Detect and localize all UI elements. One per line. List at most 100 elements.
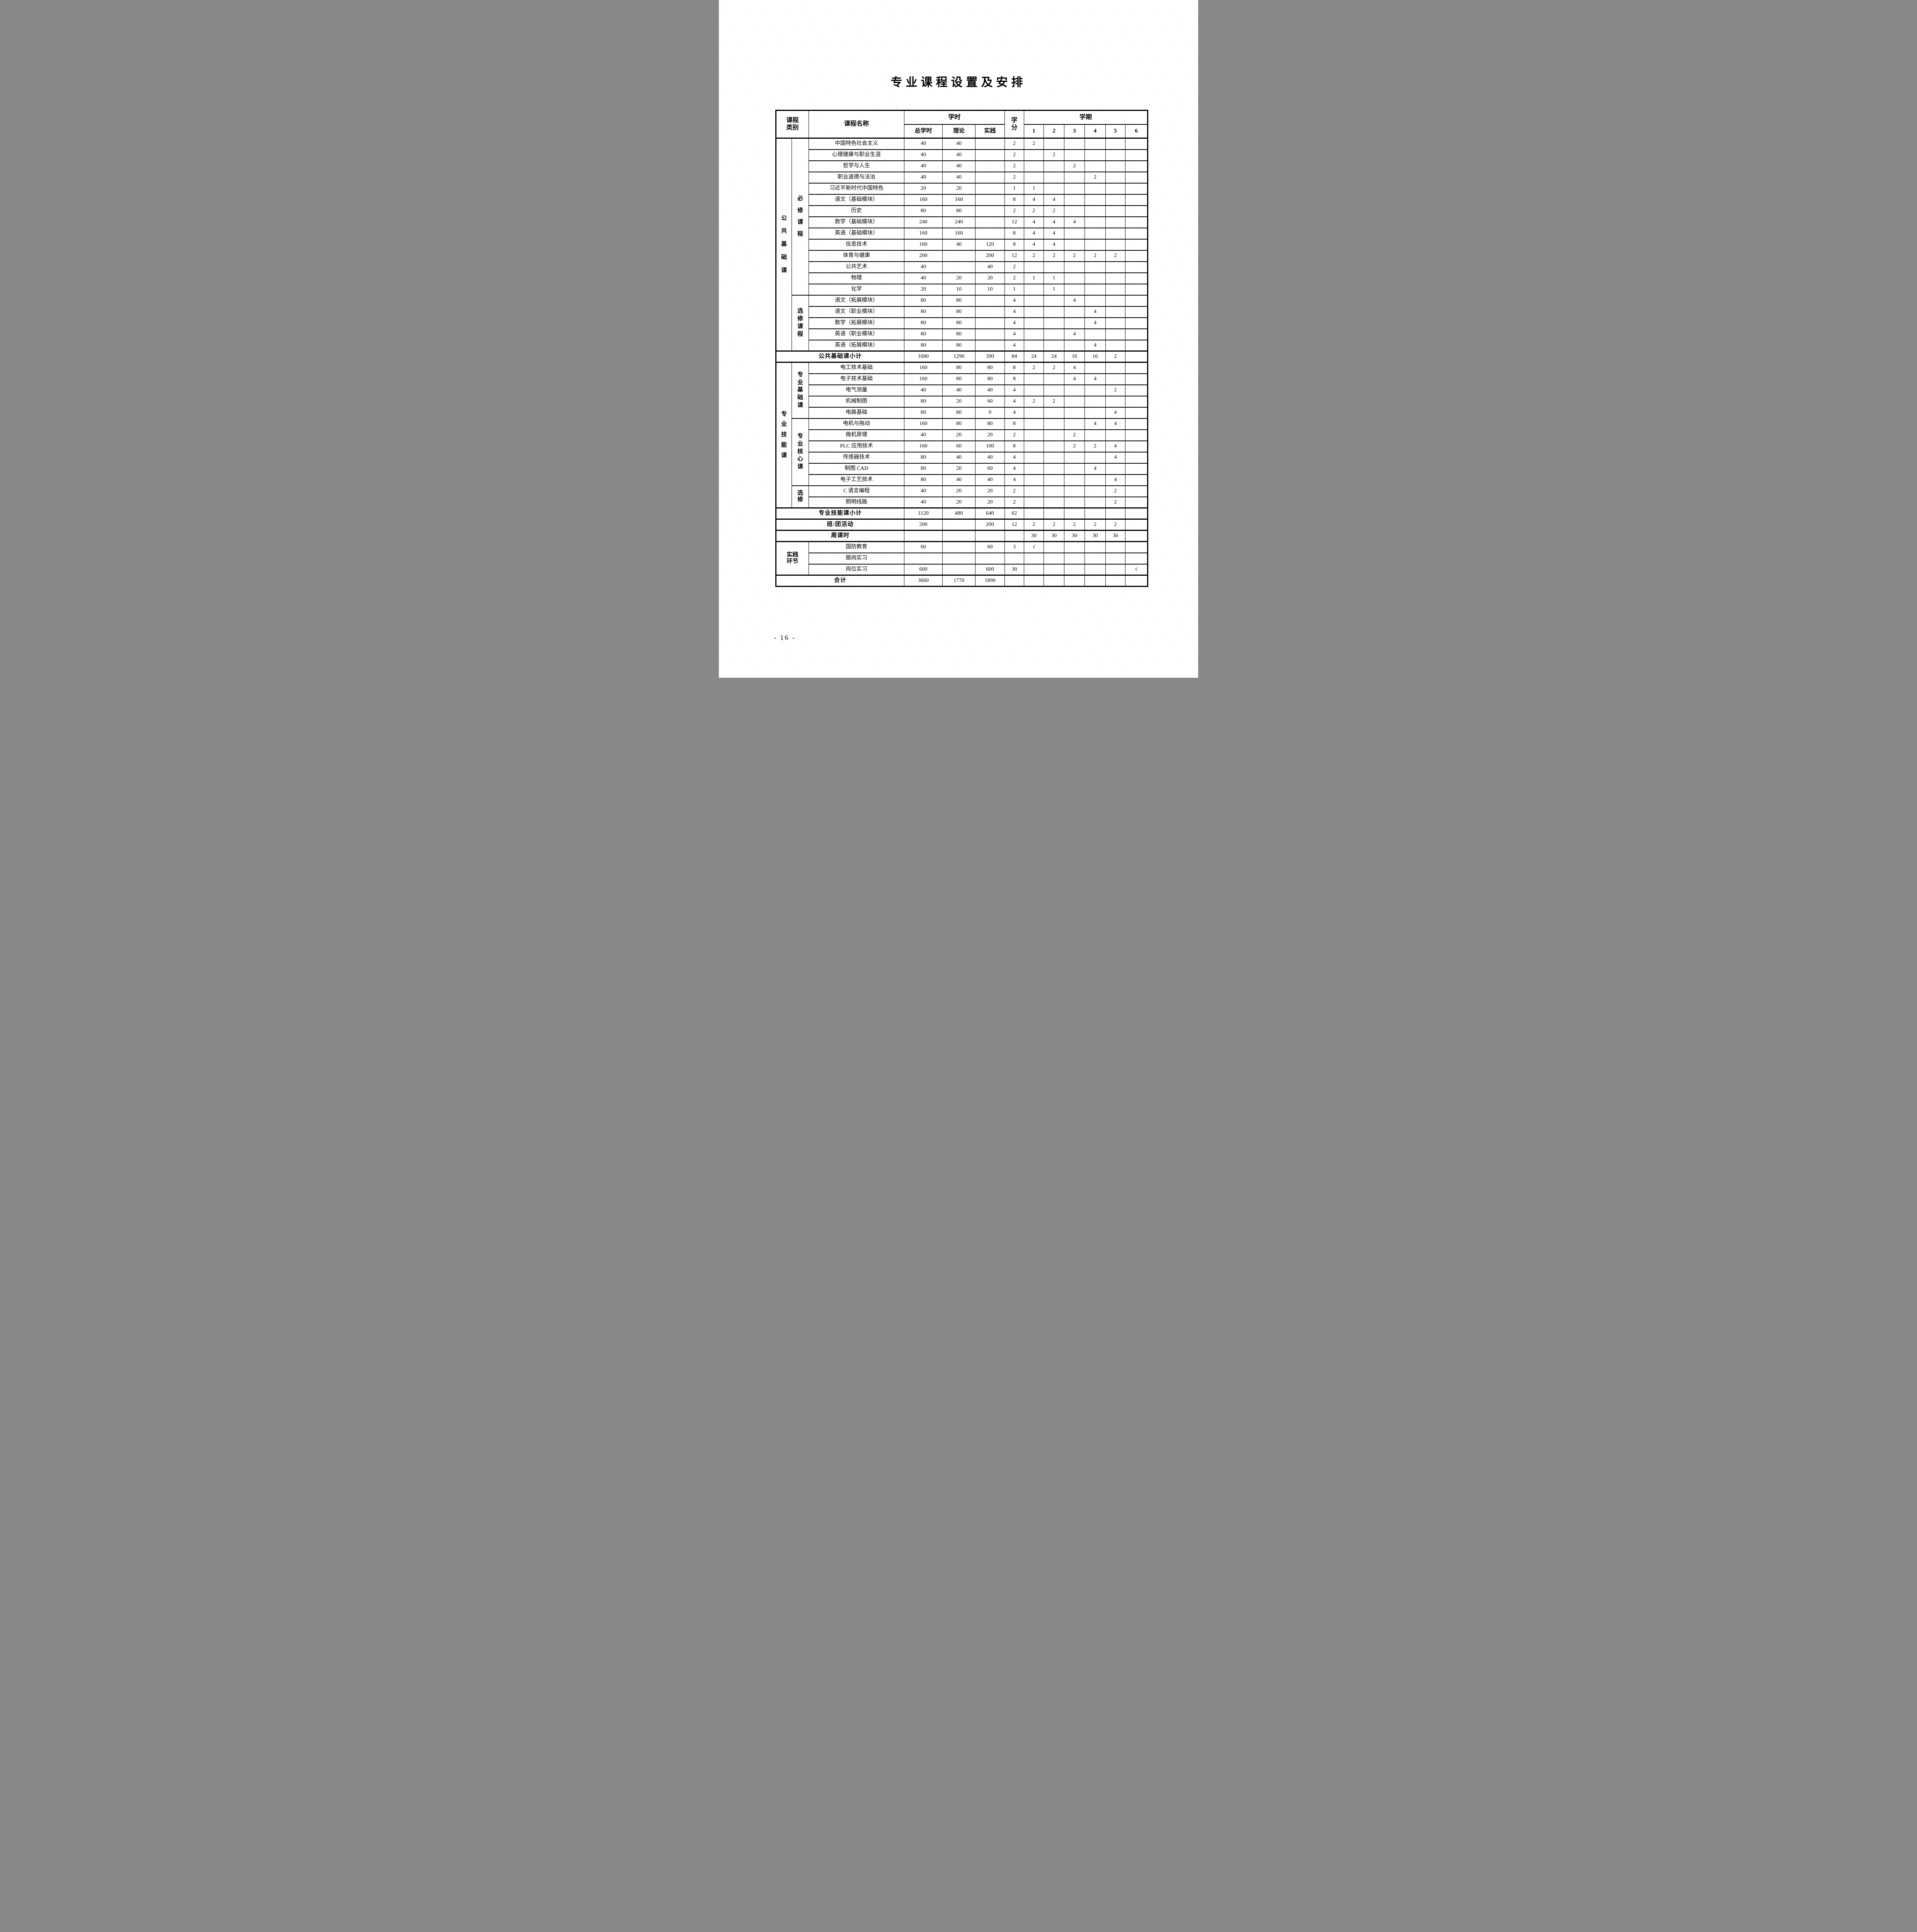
- semester-1-cell: 4: [1024, 194, 1044, 206]
- theory-hours-cell: [942, 530, 976, 542]
- table-row: 公共艺术 40 40 2: [776, 261, 1148, 273]
- semester-4-cell: [1084, 272, 1106, 284]
- semester-4-cell: [1084, 384, 1106, 396]
- course-name-cell: 信息技术: [809, 238, 905, 251]
- theory-hours-cell: 160: [942, 227, 976, 240]
- table-row: 班/团活动 200 200 12 2 2 2 2 2: [775, 519, 1148, 531]
- semester-6-cell: [1125, 485, 1148, 497]
- total-hours-cell: 80: [904, 463, 943, 475]
- table-row: 公共基础课必修课程中国特色社会主义 40 40 2 2: [776, 138, 1148, 352]
- practice-hours-cell: [975, 160, 1005, 172]
- semester-4-cell: [1084, 238, 1106, 251]
- semester-1-cell: [1024, 496, 1044, 509]
- practice-hours-cell: 390: [975, 350, 1005, 363]
- semester-6-cell: [1125, 362, 1148, 374]
- semester-3-cell: 2: [1064, 440, 1085, 452]
- group-elective-skill-courses-label: 选修: [797, 490, 804, 503]
- semester-4-cell: [1084, 149, 1106, 161]
- semester-1-cell: √: [1024, 541, 1044, 553]
- semester-6-cell: [1125, 317, 1148, 329]
- course-name-cell: 传感器技术: [809, 451, 905, 464]
- semester-2-cell: [1044, 418, 1065, 430]
- course-name-cell: 制图 CAD: [809, 463, 905, 475]
- semester-3-cell: [1064, 395, 1085, 408]
- total-hours-cell: 80: [904, 395, 943, 408]
- semester-1-cell: [1024, 463, 1044, 475]
- semester-6-cell: [1125, 575, 1148, 587]
- semester-6-cell: [1125, 339, 1148, 352]
- semester-6-cell: [1125, 205, 1148, 217]
- semester-6-cell: [1125, 138, 1148, 150]
- semester-6-cell: [1125, 519, 1148, 531]
- semester-2-cell: [1044, 160, 1065, 172]
- table-row: 传感器技术 80 40 40 4 4: [776, 451, 1148, 464]
- semester-5-cell: 2: [1105, 496, 1126, 509]
- semester-4-cell: [1084, 160, 1106, 172]
- credit-cell: 2: [1004, 138, 1025, 150]
- semester-2-cell: [1044, 463, 1065, 475]
- credit-cell: 4: [1004, 451, 1025, 464]
- semester-6-cell: [1125, 149, 1148, 161]
- total-hours-cell: 80: [904, 205, 943, 217]
- semester-3-cell: [1064, 552, 1085, 565]
- table-row: 历史 80 80 2 2 2: [776, 205, 1148, 217]
- practice-hours-cell: 60: [975, 395, 1005, 408]
- semester-2-cell: 1: [1044, 272, 1065, 284]
- semester-3-cell: 4: [1064, 328, 1085, 340]
- semester-1-cell: 4: [1024, 227, 1044, 240]
- table-row: 英语（基础模块） 160 160 8 4 4: [776, 227, 1148, 240]
- theory-hours-cell: [942, 563, 976, 576]
- total-hours-cell: 160: [904, 440, 943, 452]
- summary-label-cell: 公共基础课小计: [775, 350, 905, 363]
- header-semester-2: 2: [1044, 124, 1065, 139]
- theory-hours-cell: [942, 519, 976, 531]
- course-name-cell: 电子技术基础: [809, 373, 905, 385]
- semester-5-cell: 4: [1105, 418, 1126, 430]
- semester-1-cell: [1024, 474, 1044, 486]
- semester-1-cell: 30: [1024, 530, 1044, 542]
- total-hours-cell: 240: [904, 216, 943, 228]
- practice-hours-cell: [975, 216, 1005, 228]
- total-hours-cell: 20: [904, 283, 943, 296]
- semester-5-cell: [1105, 362, 1126, 374]
- semester-6-cell: [1125, 373, 1148, 385]
- practice-hours-cell: 200: [975, 519, 1005, 531]
- semester-5-cell: [1105, 194, 1126, 206]
- semester-6-cell: [1125, 440, 1148, 452]
- course-name-cell: 心理健康与职业生涯: [809, 149, 905, 161]
- semester-6-cell: [1125, 238, 1148, 251]
- semester-6-cell: [1125, 463, 1148, 475]
- semester-1-cell: [1024, 406, 1044, 419]
- semester-2-cell: 2: [1044, 149, 1065, 161]
- group-elective-courses-label: 选修课程: [797, 308, 804, 337]
- theory-hours-cell: 40: [942, 171, 976, 184]
- total-hours-cell: 160: [904, 194, 943, 206]
- table-row: 实践 环节 国防教育 60 60 3 √: [775, 541, 1148, 576]
- semester-5-cell: [1105, 261, 1126, 273]
- credit-cell: 12: [1004, 519, 1025, 531]
- semester-2-cell: [1044, 552, 1065, 565]
- page-title: 专业课程设置及安排: [890, 76, 1027, 89]
- semester-2-cell: [1044, 429, 1065, 441]
- group-major-basic-courses-label: 专业基础课: [797, 371, 804, 408]
- course-name-cell: 英语（基础模块）: [809, 227, 905, 240]
- theory-hours-cell: 20: [942, 496, 976, 509]
- semester-5-cell: 4: [1105, 451, 1126, 464]
- table-row: 电子技术基础 160 80 80 8 4 4: [776, 373, 1148, 385]
- semester-1-cell: [1024, 317, 1044, 329]
- table-row: 选修课程语文（拓展模块） 80 80 4 4: [776, 294, 1148, 352]
- course-name-cell: 习近平新时代中国特色: [809, 182, 905, 195]
- semester-3-cell: 16: [1064, 350, 1085, 363]
- credit-cell: 4: [1004, 474, 1025, 486]
- semester-3-cell: [1064, 406, 1085, 419]
- semester-1-cell: [1024, 294, 1044, 307]
- semester-3-cell: [1064, 507, 1085, 520]
- semester-2-cell: 4: [1044, 238, 1065, 251]
- total-hours-cell: 40: [904, 160, 943, 172]
- header-semester-5: 5: [1105, 124, 1126, 139]
- semester-2-cell: [1044, 485, 1065, 497]
- semester-1-cell: 2: [1024, 250, 1044, 262]
- summary-label-cell: 班/团活动: [775, 519, 905, 531]
- semester-6-cell: [1125, 216, 1148, 228]
